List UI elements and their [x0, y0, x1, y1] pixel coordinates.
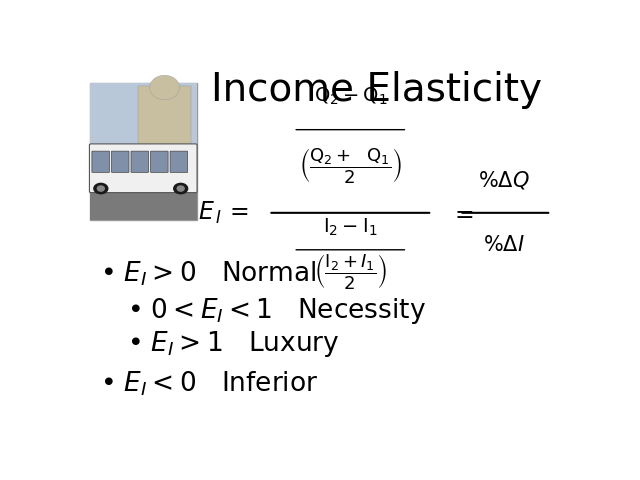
- Bar: [90, 84, 196, 220]
- Circle shape: [94, 183, 108, 194]
- Text: $=$: $=$: [449, 201, 474, 225]
- Bar: [138, 86, 191, 163]
- Bar: [90, 190, 196, 220]
- FancyBboxPatch shape: [150, 151, 168, 172]
- Circle shape: [97, 186, 104, 191]
- Text: $\mathit{\%\Delta I}$: $\mathit{\%\Delta I}$: [483, 235, 525, 255]
- Circle shape: [177, 186, 184, 191]
- Text: • $E_I > 0$   Normal: • $E_I > 0$ Normal: [100, 259, 316, 288]
- Text: Income Elasticity: Income Elasticity: [211, 71, 543, 108]
- Text: • $E_I < 0$   Inferior: • $E_I < 0$ Inferior: [100, 370, 318, 398]
- Text: $E_{\,I}\,=$: $E_{\,I}\,=$: [198, 200, 249, 226]
- FancyBboxPatch shape: [131, 151, 148, 172]
- Text: $\mathrm{I_2 - I_1}$: $\mathrm{I_2 - I_1}$: [323, 216, 378, 238]
- Text: • $0 < E_I < 1$   Necessity: • $0 < E_I < 1$ Necessity: [127, 296, 426, 326]
- Text: $\mathit{\%\Delta Q}$: $\mathit{\%\Delta Q}$: [478, 168, 530, 191]
- FancyBboxPatch shape: [170, 151, 188, 172]
- FancyBboxPatch shape: [90, 144, 197, 192]
- Text: $\mathrm{\left(\dfrac{I_2 + \mathit{I}_1}{2}\right)}$: $\mathrm{\left(\dfrac{I_2 + \mathit{I}_1…: [314, 252, 387, 291]
- Text: $\mathrm{\left(\dfrac{Q_2 +\ \ Q_1}{2}\right)}$: $\mathrm{\left(\dfrac{Q_2 +\ \ Q_1}{2}\r…: [299, 146, 402, 185]
- FancyBboxPatch shape: [111, 151, 129, 172]
- Circle shape: [173, 183, 188, 194]
- Bar: [90, 84, 196, 155]
- Text: • $E_I > 1$   Luxury: • $E_I > 1$ Luxury: [127, 329, 340, 359]
- Text: $\mathrm{Q_2 - Q_1}$: $\mathrm{Q_2 - Q_1}$: [314, 86, 387, 108]
- FancyBboxPatch shape: [92, 151, 109, 172]
- Ellipse shape: [150, 75, 179, 100]
